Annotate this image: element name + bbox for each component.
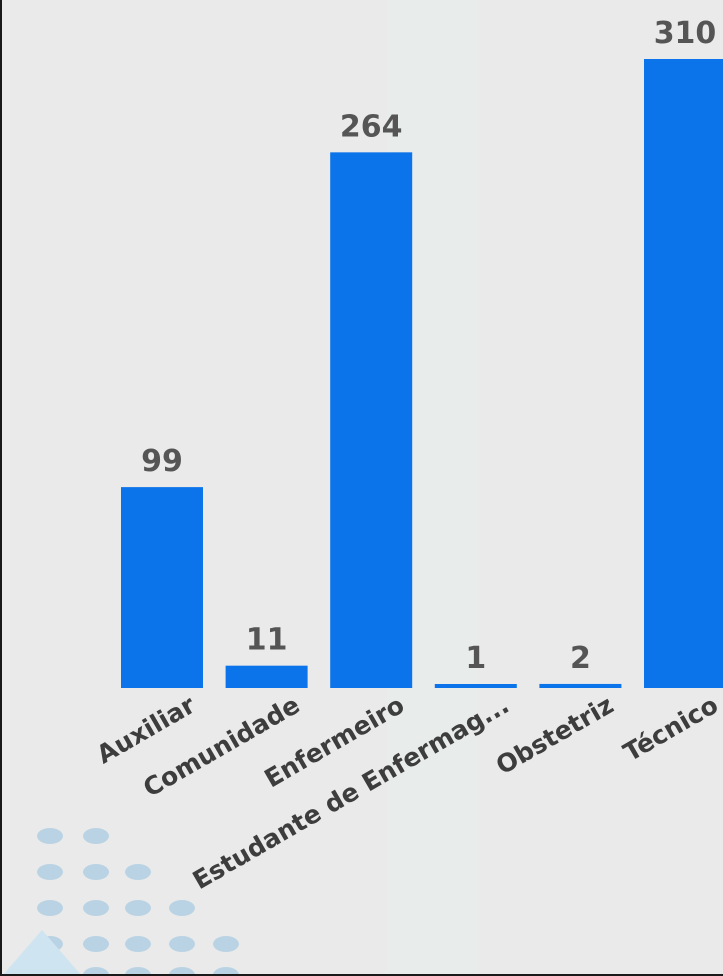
decor-dot-2: [37, 864, 63, 880]
value-label-5: 310: [654, 16, 717, 51]
decor-dot-18: [213, 967, 239, 974]
decor-dot-11: [125, 936, 151, 952]
bar-3: [434, 684, 517, 688]
bar-1: [225, 665, 308, 688]
decor-dot-12: [169, 936, 195, 952]
decor-dot-10: [83, 936, 109, 952]
decor-dot-1: [83, 828, 109, 844]
decor-dot-0: [37, 828, 63, 844]
value-label-0: 99: [141, 444, 183, 479]
decor-dot-13: [213, 936, 239, 952]
bar-5: [644, 59, 723, 688]
value-labels-group: 99 11 264 1 2 310: [141, 16, 716, 676]
decor-dot-6: [83, 900, 109, 916]
decor-dot-16: [125, 967, 151, 974]
decor-dot-17: [169, 967, 195, 974]
decor-dot-8: [169, 900, 195, 916]
value-label-1: 11: [246, 623, 288, 658]
decor-dot-7: [125, 900, 151, 916]
category-label-4: Obstetriz: [491, 690, 618, 780]
value-label-4: 2: [570, 641, 591, 676]
decor-dot-4: [125, 864, 151, 880]
decor-dot-3: [83, 864, 109, 880]
bar-0: [121, 487, 203, 688]
value-label-2: 264: [340, 109, 403, 144]
background-dot-pattern: [3, 828, 239, 974]
category-label-5: Técnico: [619, 690, 723, 767]
decor-dot-15: [83, 967, 109, 974]
decor-triangle: [3, 930, 81, 974]
bar-4: [539, 683, 622, 688]
bar-2: [330, 152, 413, 689]
value-label-3: 1: [465, 641, 486, 676]
bars-group: [121, 59, 723, 689]
decor-dot-5: [37, 900, 63, 916]
